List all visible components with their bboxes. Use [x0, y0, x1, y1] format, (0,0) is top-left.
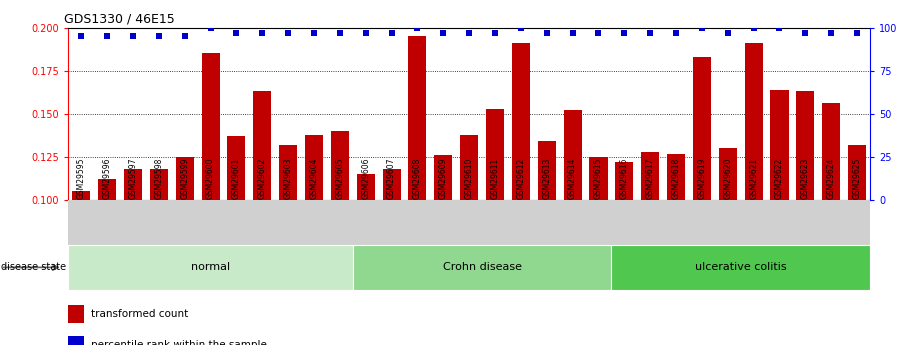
Bar [68, 336, 85, 345]
Point [591, 30, 606, 36]
Bar [149, 169, 168, 200]
Bar [460, 135, 478, 200]
Bar [357, 174, 374, 200]
Bar [68, 305, 85, 323]
Bar [771, 90, 789, 200]
Point [798, 30, 813, 36]
Point [773, 25, 787, 30]
Point [74, 33, 88, 39]
Bar [98, 179, 117, 200]
Point [307, 30, 322, 36]
Bar [383, 169, 401, 200]
Bar [253, 91, 271, 200]
Text: ulcerative colitis: ulcerative colitis [695, 263, 786, 272]
Bar [408, 36, 426, 200]
Bar [201, 53, 220, 200]
Text: percentile rank within the sample: percentile rank within the sample [91, 340, 267, 345]
Bar [435, 155, 453, 200]
Point [436, 30, 451, 36]
Bar [331, 131, 349, 200]
Point [694, 25, 709, 30]
Point [746, 25, 761, 30]
Point [462, 30, 476, 36]
Point [721, 30, 735, 36]
Bar [667, 154, 685, 200]
Point [203, 25, 218, 30]
Bar [486, 109, 504, 200]
Point [617, 30, 631, 36]
Point [487, 30, 502, 36]
Bar [848, 145, 866, 200]
Point [514, 25, 528, 30]
Point [230, 30, 244, 36]
Point [126, 33, 140, 39]
Bar [615, 162, 633, 200]
Bar [564, 110, 581, 200]
Bar [72, 191, 90, 200]
Point [358, 30, 373, 36]
Point [850, 30, 865, 36]
Point [643, 30, 658, 36]
Point [100, 33, 115, 39]
Point [384, 30, 399, 36]
Bar [719, 148, 737, 200]
Bar [124, 169, 142, 200]
Bar [305, 135, 323, 200]
Point [566, 30, 580, 36]
Point [281, 30, 295, 36]
Bar [68, 245, 353, 290]
Point [255, 30, 270, 36]
Bar [693, 57, 711, 200]
Point [539, 30, 554, 36]
Point [824, 30, 838, 36]
Point [333, 30, 347, 36]
Bar [537, 141, 556, 200]
Bar [744, 43, 763, 200]
Bar [611, 245, 870, 290]
Point [178, 33, 192, 39]
Bar [796, 91, 814, 200]
Text: disease state: disease state [1, 263, 66, 272]
Bar [279, 145, 297, 200]
Text: GDS1330 / 46E15: GDS1330 / 46E15 [65, 12, 175, 25]
Bar [228, 136, 245, 200]
Bar [353, 245, 611, 290]
Point [410, 25, 425, 30]
Text: transformed count: transformed count [91, 309, 188, 319]
Point [669, 30, 683, 36]
Point [151, 33, 166, 39]
Bar [512, 43, 530, 200]
Bar [822, 104, 840, 200]
Bar [589, 157, 608, 200]
Bar [176, 157, 194, 200]
Bar [641, 152, 660, 200]
Text: Crohn disease: Crohn disease [443, 263, 522, 272]
Text: normal: normal [191, 263, 230, 272]
